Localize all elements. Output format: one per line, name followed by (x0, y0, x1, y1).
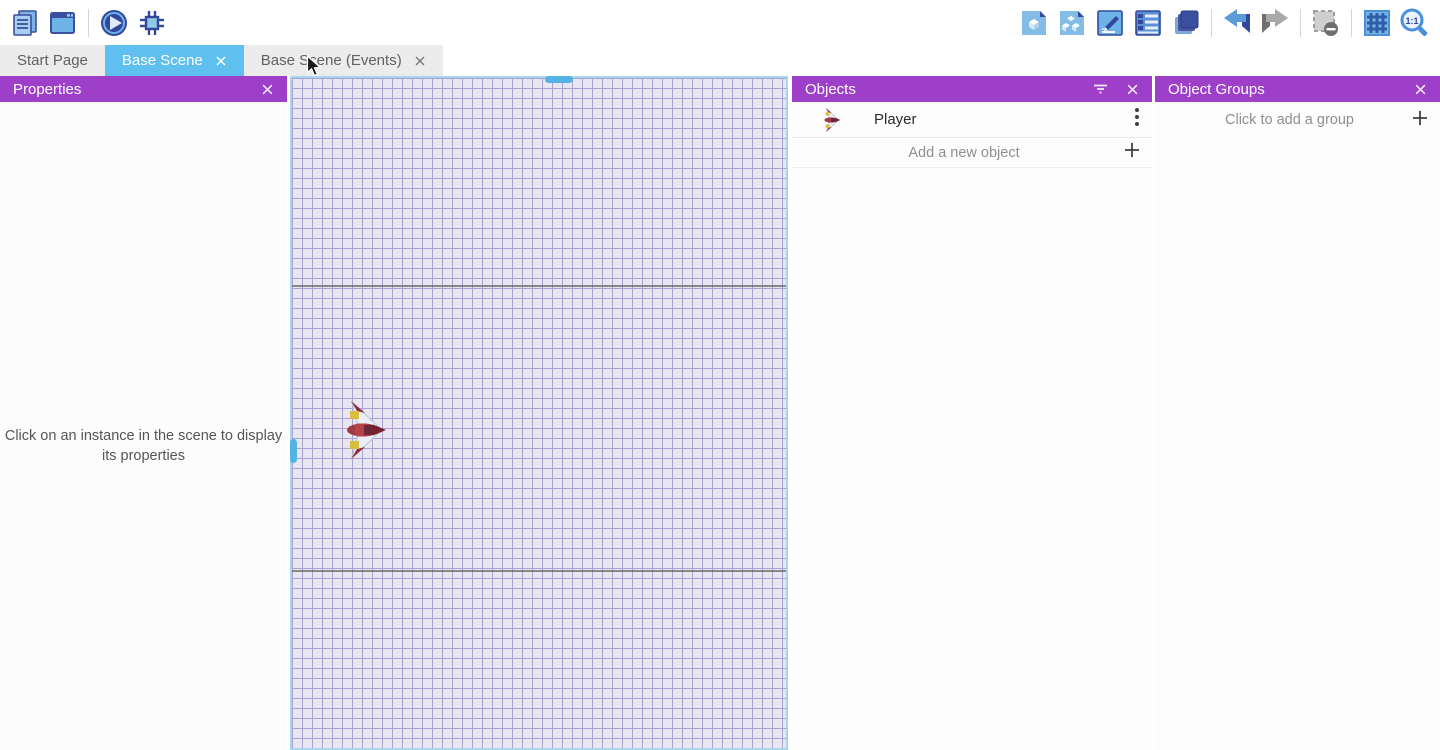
magnifier-1-1-icon: 1:1 (1400, 8, 1428, 36)
scene-editor-canvas[interactable] (290, 76, 788, 750)
undo-icon[interactable] (1218, 4, 1256, 42)
properties-panel-header: Properties (0, 76, 287, 102)
debug-icon[interactable] (133, 4, 171, 42)
layers-editor-icon[interactable] (1167, 4, 1205, 42)
project-manager-icon[interactable] (6, 4, 44, 42)
object-name: Player (874, 111, 917, 128)
start-page-window-icon[interactable] (44, 4, 82, 42)
window-mask-icon[interactable] (1307, 4, 1345, 42)
toolbar-left-group (6, 4, 171, 42)
undo-arrow-icon (1224, 8, 1250, 33)
plus-icon (1412, 110, 1428, 131)
page-cubes-icon (1060, 10, 1084, 35)
filter-icon[interactable] (1093, 83, 1108, 95)
window-icon (50, 11, 75, 34)
zoom-original-icon[interactable]: 1:1 (1396, 4, 1434, 42)
preview-play-icon[interactable] (95, 4, 133, 42)
object-groups-editor-icon[interactable] (1053, 4, 1091, 42)
toolbar-separator (88, 8, 89, 37)
mask-minus-icon (1313, 9, 1338, 36)
page-list-icon (1135, 9, 1161, 36)
properties-empty-message: Click on an instance in the scene to dis… (4, 428, 283, 464)
add-object-button[interactable]: Add a new object (792, 138, 1152, 168)
close-panel-icon[interactable] (1414, 83, 1427, 96)
toolbar-separator (1300, 8, 1301, 37)
add-group-button[interactable]: Click to add a group (1155, 102, 1440, 138)
bug-icon (140, 10, 164, 35)
player-instance[interactable] (340, 398, 386, 462)
tab-base-scene[interactable]: Base Scene (104, 45, 244, 76)
zoom-ratio-label: 1:1 (1405, 16, 1418, 26)
properties-editor-icon[interactable] (1091, 4, 1129, 42)
tab-start-page[interactable]: Start Page (0, 45, 105, 76)
object-groups-panel: Object Groups Click to add a group (1155, 76, 1440, 750)
layers-icon (1175, 10, 1199, 34)
panel-title: Properties (13, 80, 82, 98)
add-group-label: Click to add a group (1225, 112, 1354, 128)
tab-bar: Start Page Base Scene Base Scene (Events… (0, 45, 1440, 76)
tab-label: Start Page (17, 52, 88, 69)
objects-panel-header: Objects (792, 76, 1152, 102)
horizontal-scrollbar-thumb[interactable] (545, 76, 573, 83)
play-icon (101, 9, 127, 36)
object-menu-icon[interactable] (1134, 107, 1140, 132)
vertical-scrollbar-thumb[interactable] (290, 439, 297, 463)
plus-icon (1124, 142, 1140, 163)
tab-label: Base Scene (Events) (260, 52, 402, 69)
object-list-item[interactable]: Player (792, 102, 1152, 138)
object-groups-panel-header: Object Groups (1155, 76, 1440, 102)
redo-arrow-icon (1262, 8, 1288, 33)
stacked-pages-icon (13, 9, 37, 36)
redo-icon[interactable] (1256, 4, 1294, 42)
tab-base-scene-events[interactable]: Base Scene (Events) (243, 45, 443, 76)
add-object-label: Add a new object (908, 144, 1020, 161)
instances-list-icon[interactable] (1129, 4, 1167, 42)
toolbar-separator (1211, 8, 1212, 37)
grid-toggle-icon (1364, 9, 1390, 36)
page-cube-icon (1022, 10, 1046, 35)
object-thumbnail (824, 106, 841, 133)
objects-editor-icon[interactable] (1015, 4, 1053, 42)
grid-icon[interactable] (1358, 4, 1396, 42)
objects-panel: Objects Player (792, 76, 1152, 750)
close-panel-icon[interactable] (261, 83, 274, 96)
scene-window-border-bottom (292, 570, 786, 572)
tab-label: Base Scene (121, 52, 203, 69)
scene-window-border-top (292, 285, 786, 287)
close-tab-icon[interactable] (215, 55, 227, 67)
close-panel-icon[interactable] (1126, 83, 1139, 96)
page-pencil-icon (1097, 9, 1123, 36)
panel-title: Object Groups (1168, 80, 1265, 98)
toolbar-right-group: 1:1 (1015, 4, 1434, 42)
panel-title: Objects (805, 80, 856, 98)
properties-panel: Properties Click on an instance in the s… (0, 76, 287, 750)
main-toolbar: 1:1 (0, 0, 1440, 45)
close-tab-icon[interactable] (414, 55, 426, 67)
toolbar-separator (1351, 8, 1352, 37)
